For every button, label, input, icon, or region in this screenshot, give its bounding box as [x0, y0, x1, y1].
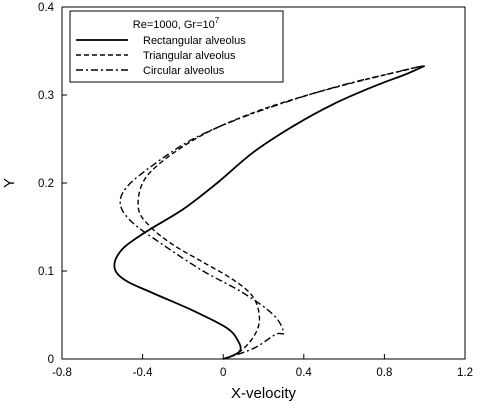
- y-tick-label: 0.2: [38, 178, 54, 190]
- legend: Re=1000, Gr=107 Rectangular alveolus Tria…: [69, 10, 284, 83]
- x-tick-label: 0.8: [376, 367, 392, 379]
- series-line-dashdot: [119, 65, 425, 360]
- legend-entry-label: Circular alveolus: [143, 65, 225, 77]
- x-axis-label: X-velocity: [231, 385, 297, 402]
- x-tick-label: 1.2: [457, 367, 473, 379]
- series-line-solid: [113, 65, 426, 360]
- y-tick-label: 0.4: [38, 2, 55, 14]
- y-tick-label: 0.1: [38, 266, 54, 278]
- legend-entry-label: Triangular alveolus: [143, 50, 236, 62]
- x-tick-label: -0.4: [133, 367, 153, 379]
- x-tick-label: 0.4: [296, 367, 313, 379]
- x-tick-label: 0: [220, 367, 226, 379]
- y-tick-label: 0.3: [38, 90, 54, 102]
- x-axis: -0.8 -0.4 0 0.4 0.8 1.2: [52, 354, 473, 379]
- y-axis-label: Y: [1, 178, 18, 188]
- legend-box: [69, 10, 284, 83]
- data-series: [113, 65, 426, 360]
- legend-entries: Rectangular alveolus Triangular alveolus C…: [76, 35, 246, 77]
- y-tick-label: 0: [48, 354, 54, 366]
- y-axis: 0 0.1 0.2 0.3 0.4: [38, 2, 67, 366]
- x-tick-label: -0.8: [52, 367, 72, 379]
- legend-entry-label: Rectangular alveolus: [143, 35, 246, 47]
- legend-title: Re=1000, Gr=107: [133, 16, 220, 31]
